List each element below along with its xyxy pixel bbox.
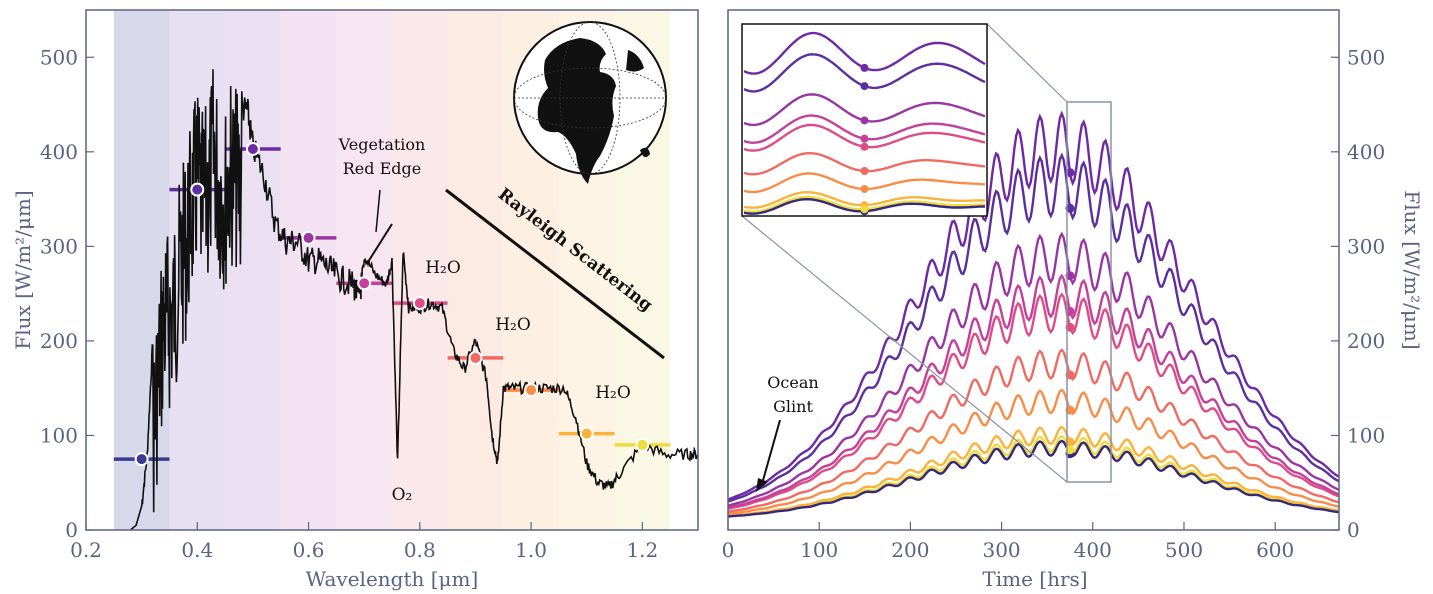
spectrum-axes: 0.2 0.4 0.6 0.8 1.0 1.2 0 100 200 300 400 500 [40, 45, 658, 562]
band-average-point [357, 276, 372, 291]
spectrum-y-axis-label: Flux [W/m²/μm] [11, 190, 35, 349]
y-tick-label: 0 [65, 518, 78, 542]
band-average-point [190, 182, 205, 197]
lightcurve-series-line [727, 110, 1340, 501]
wavelength-band [113, 10, 170, 530]
wavelength-band [225, 10, 281, 530]
wavelength-band [392, 10, 448, 530]
band-average-point [301, 230, 316, 245]
red-edge-label-line1: Vegetation [338, 135, 426, 154]
ocean-glint-annotation: Ocean Glint [756, 373, 819, 492]
y-tick-label: 400 [40, 140, 78, 164]
lightcurve-series-line [727, 231, 1340, 507]
wavelength-band [336, 10, 392, 530]
y-tick-label: 500 [40, 45, 78, 69]
band-average-point [468, 350, 483, 365]
inset-marker [860, 134, 869, 143]
lightcurve-panel: Ocean Glint 0 100 200 300 400 500 600 0 100 200 30… [722, 9, 1424, 591]
x-tick-label: 100 [800, 538, 838, 562]
y-tick-label: 0 [1347, 518, 1360, 542]
lightcurve-series-line [727, 388, 1340, 516]
o2-label: O₂ [392, 485, 413, 505]
band-average-point [524, 383, 539, 398]
zoom-region-box [1066, 101, 1112, 483]
y-tick-label: 100 [40, 423, 78, 447]
x-tick-label: 0.2 [70, 538, 102, 562]
band-average-point [412, 296, 427, 311]
inset-marker [860, 63, 869, 72]
band-average-point [579, 426, 594, 441]
earth-globe-icon [513, 21, 667, 184]
zoom-inset [741, 23, 988, 217]
x-tick-label: 200 [891, 538, 929, 562]
band-average-point [134, 452, 149, 467]
y-tick-label: 300 [40, 234, 78, 258]
y-tick-label: 200 [1347, 329, 1385, 353]
spectrum-x-axis-label: Wavelength [μm] [306, 567, 479, 591]
x-tick-label: 0 [722, 538, 735, 562]
red-edge-label-line2: Red Edge [343, 159, 421, 178]
y-tick-label: 400 [1347, 140, 1385, 164]
lightcurve-series-line [727, 348, 1340, 513]
lightcurve-axes: 0 100 200 300 400 500 600 0 100 200 300 400 500 [722, 45, 1386, 562]
lightcurve-y-axis-label: Flux [W/m²/μm] [1400, 190, 1424, 349]
lightcurve-series-line [727, 273, 1340, 510]
lightcurve-series-line [727, 425, 1340, 517]
x-tick-label: 0.6 [293, 538, 325, 562]
spectrum-line [130, 69, 699, 531]
h2o-label-2: H₂O [495, 315, 531, 335]
x-tick-label: 600 [1256, 538, 1294, 562]
band-average-points [134, 141, 650, 467]
x-tick-label: 300 [982, 538, 1020, 562]
h2o-label-1: H₂O [425, 258, 461, 278]
lightcurve-plot-frame [727, 9, 1340, 531]
lightcurve-series-line [727, 152, 1340, 503]
band-average-point [635, 437, 650, 452]
lightcurve-series-line [727, 292, 1340, 511]
band-average-point [245, 141, 260, 156]
x-tick-label: 1.0 [515, 538, 547, 562]
x-tick-label: 500 [1165, 538, 1203, 562]
inset-series [743, 31, 986, 216]
inset-marker [860, 184, 869, 193]
inset-marker [860, 82, 869, 91]
ocean-glint-label-line2: Glint [773, 397, 813, 416]
x-tick-label: 0.8 [404, 538, 436, 562]
inset-marker [860, 205, 869, 214]
y-tick-label: 500 [1347, 45, 1385, 69]
inset-marker [860, 142, 869, 151]
inset-marker [860, 116, 869, 125]
y-tick-label: 100 [1347, 423, 1385, 447]
y-tick-label: 300 [1347, 234, 1385, 258]
x-tick-label: 1.2 [626, 538, 658, 562]
ocean-glint-label-line1: Ocean [767, 373, 818, 392]
red-edge-annotation: Vegetation Red Edge [338, 135, 426, 263]
spectrum-panel: Vegetation Red Edge Rayleigh Scattering … [11, 9, 699, 591]
lightcurve-series [727, 110, 1340, 518]
inset-marker [860, 167, 869, 176]
h2o-label-3: H₂O [595, 383, 631, 403]
lightcurve-x-axis-label: Time [hrs] [982, 567, 1087, 591]
spectrum-plot-frame [85, 9, 699, 531]
x-tick-label: 0.4 [181, 538, 213, 562]
lightcurve-series-line [727, 439, 1340, 518]
wavelength-band [169, 10, 226, 530]
y-tick-label: 200 [40, 329, 78, 353]
x-tick-label: 400 [1074, 538, 1112, 562]
